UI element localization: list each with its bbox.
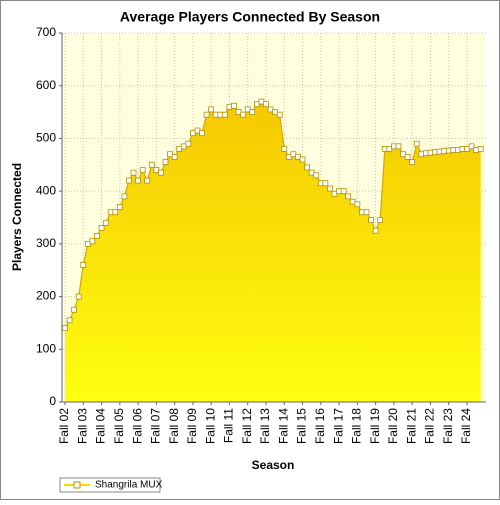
marker — [404, 153, 411, 160]
x-axis-title: Season — [252, 458, 295, 472]
marker — [130, 169, 137, 176]
marker — [221, 111, 228, 118]
x-tick-label: Fall 20 — [386, 408, 400, 444]
marker — [377, 217, 384, 224]
marker — [98, 225, 105, 231]
y-tick-label: 200 — [36, 289, 56, 303]
y-tick-label: 0 — [49, 394, 56, 408]
marker — [231, 102, 237, 109]
marker — [144, 177, 151, 184]
x-tick-label: Fall 24 — [459, 408, 473, 444]
x-tick-label: Fall 12 — [240, 408, 254, 444]
legend-symbol — [73, 481, 81, 489]
chart-title: Average Players Connected By Season — [120, 9, 380, 25]
x-tick-label: Fall 04 — [94, 408, 108, 444]
marker — [345, 193, 352, 200]
marker — [372, 227, 379, 234]
legend-label: Shangrila MUX — [95, 480, 163, 491]
x-tick-label: Fall 16 — [313, 408, 327, 444]
y-tick-label: 100 — [36, 341, 56, 355]
y-axis-title: Players Connected — [10, 163, 24, 271]
marker — [313, 172, 320, 179]
x-tick-label: Fall 09 — [185, 408, 199, 444]
x-tick-label: Fall 05 — [112, 408, 126, 444]
marker — [185, 140, 192, 147]
marker — [413, 140, 420, 147]
marker — [363, 209, 370, 216]
x-tick-label: Fall 21 — [404, 408, 418, 444]
marker — [66, 317, 73, 324]
marker — [158, 169, 164, 176]
y-tick-label: 700 — [36, 25, 56, 39]
area — [65, 101, 481, 402]
marker — [171, 153, 178, 160]
marker — [103, 219, 110, 226]
x-tick-label: Fall 02 — [57, 408, 71, 444]
marker — [354, 201, 361, 208]
marker — [199, 130, 205, 137]
marker — [368, 217, 374, 224]
marker — [162, 159, 169, 166]
marker — [327, 185, 333, 192]
marker — [89, 238, 96, 245]
marker — [71, 306, 78, 313]
marker — [468, 143, 475, 150]
x-tick-label: Fall 17 — [331, 408, 345, 444]
marker — [340, 188, 347, 195]
marker — [281, 146, 288, 152]
marker — [148, 161, 155, 168]
marker — [121, 193, 128, 200]
marker — [203, 111, 210, 118]
marker — [263, 101, 269, 108]
x-tick-label: Fall 03 — [75, 408, 89, 444]
x-tick-label: Fall 06 — [130, 408, 144, 444]
marker — [304, 164, 311, 171]
marker — [80, 262, 87, 268]
y-tick-label: 500 — [36, 131, 56, 145]
marker — [126, 177, 132, 184]
marker — [116, 204, 123, 210]
x-tick-label: Fall 22 — [423, 408, 437, 444]
y-tick-label: 400 — [36, 183, 56, 197]
marker — [409, 159, 416, 166]
y-tick-label: 600 — [36, 78, 56, 92]
marker — [249, 109, 256, 115]
marker — [276, 111, 283, 118]
y-tick-label: 300 — [36, 236, 56, 250]
x-tick-label: Fall 11 — [222, 408, 236, 443]
marker — [139, 167, 146, 173]
x-tick-label: Fall 23 — [441, 408, 455, 444]
x-tick-label: Fall 14 — [276, 408, 290, 444]
marker — [477, 146, 484, 152]
legend-box — [59, 477, 161, 493]
x-tick-label: Fall 13 — [258, 408, 272, 444]
marker — [208, 106, 215, 113]
marker — [299, 156, 306, 163]
marker — [395, 143, 402, 150]
marker — [112, 209, 119, 216]
marker — [75, 293, 82, 300]
x-tick-label: Fall 18 — [350, 408, 364, 444]
marker — [240, 111, 247, 118]
marker — [94, 233, 100, 239]
x-tick-label: Fall 08 — [167, 408, 181, 444]
x-tick-label: Fall 15 — [295, 408, 309, 444]
marker — [322, 180, 329, 187]
x-tick-label: Fall 07 — [149, 408, 163, 444]
x-tick-label: Fall 19 — [368, 408, 382, 444]
marker — [62, 325, 68, 332]
x-tick-label: Fall 10 — [203, 408, 217, 444]
marker — [135, 177, 141, 184]
